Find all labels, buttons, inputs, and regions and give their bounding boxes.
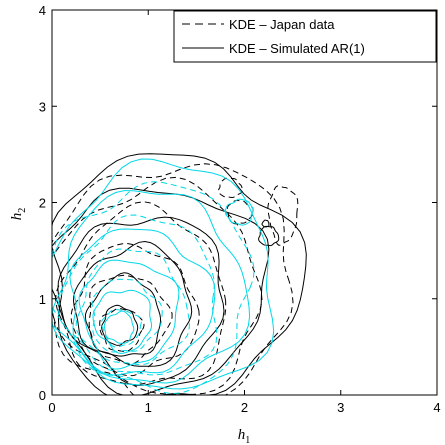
y-tick-label: 0 — [39, 388, 46, 403]
contour-line — [52, 176, 263, 395]
contour-line — [54, 201, 227, 386]
x-axis-label-subscript: 1 — [245, 435, 250, 445]
x-tick-label: 0 — [48, 400, 55, 415]
contour-line — [224, 198, 254, 226]
plot-frame — [51, 9, 438, 396]
contour-line — [103, 310, 135, 344]
x-tick-label: 4 — [433, 400, 440, 415]
contour-line — [52, 190, 251, 384]
contour-line — [92, 289, 153, 354]
contour-line — [52, 163, 294, 395]
contour-line — [70, 243, 200, 377]
contour-line — [57, 214, 218, 376]
y-axis-label-main: h — [9, 213, 25, 221]
legend-label-japan: KDE – Japan data — [229, 17, 335, 32]
contour-line — [72, 240, 193, 367]
contour-line — [261, 219, 270, 228]
contour-line — [258, 225, 280, 247]
legend-box — [173, 10, 437, 63]
y-tick-label: 2 — [39, 196, 46, 211]
y-tick-label: 4 — [39, 3, 46, 18]
contour-line — [101, 304, 139, 346]
contour-line — [100, 308, 142, 348]
x-axis-label-main: h — [238, 427, 246, 443]
legend: KDE – Japan data KDE – Simulated AR(1) — [173, 10, 437, 63]
contour-line — [52, 158, 275, 390]
contour-line — [267, 185, 299, 246]
x-tick-label: 1 — [145, 400, 152, 415]
contour-line — [57, 216, 225, 386]
contour-line — [52, 181, 255, 395]
x-axis-label: h1 — [238, 427, 251, 445]
x-tick-label: 3 — [337, 400, 344, 415]
contour-line — [69, 228, 216, 376]
y-axis-label-subscript: 2 — [17, 208, 28, 213]
y-axis-label: h2 — [9, 208, 28, 221]
contour-line — [78, 259, 180, 370]
legend-label-simulated: KDE – Simulated AR(1) — [229, 41, 365, 56]
contour-line — [217, 177, 243, 199]
x-tick-label: 2 — [241, 400, 248, 415]
contour-line — [75, 248, 190, 366]
contour-layer — [52, 153, 307, 395]
contour-line — [52, 153, 307, 395]
contour-line — [91, 278, 163, 353]
y-tick-label: 1 — [39, 292, 46, 307]
contour-line — [52, 187, 270, 395]
contour-line — [84, 272, 161, 357]
y-tick-label: 3 — [39, 99, 46, 114]
contour-line — [226, 200, 254, 225]
